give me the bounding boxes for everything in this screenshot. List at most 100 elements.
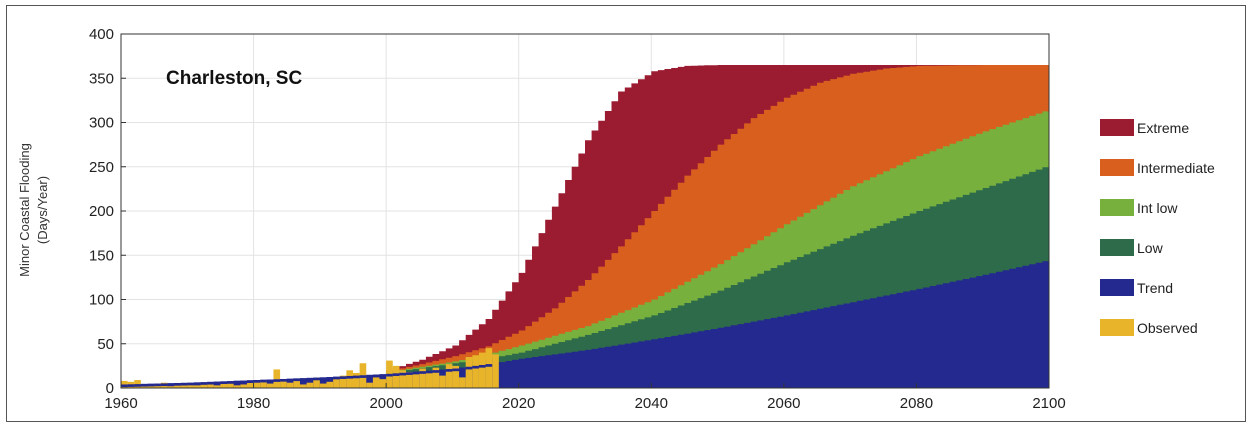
observed-bar-1990 xyxy=(319,383,327,388)
observed-bar-1989 xyxy=(313,380,320,388)
observed-bar-1973 xyxy=(207,384,214,388)
observed-bar-1986 xyxy=(293,379,300,388)
trend-historical-segment-2005 xyxy=(419,371,426,374)
trend-historical-segment-1998 xyxy=(372,374,380,378)
observed-bar-1980 xyxy=(253,381,261,388)
axis-ticks: 1960 1980 2000 2020 2040 2060 2080 2100 0 50 100 15… xyxy=(89,26,1066,412)
trend-historical-segment-2004 xyxy=(412,371,420,375)
legend-swatch-intermediate xyxy=(1100,159,1134,176)
x-tick-label-2100: 2100 xyxy=(1032,395,1065,412)
trend-historical-segment-1979 xyxy=(246,380,254,383)
trend-historical-segment-1981 xyxy=(260,379,267,383)
observed-bar-2001 xyxy=(392,365,400,388)
observed-bar-2011 xyxy=(459,377,466,388)
observed-bar-2004 xyxy=(412,373,420,388)
y-tick-label-0: 0 xyxy=(106,380,114,397)
observed-bar-1987 xyxy=(299,384,307,388)
observed-bar-1976 xyxy=(227,383,234,388)
trend-historical-segment-1972 xyxy=(200,382,208,385)
observed-bar-1998 xyxy=(372,377,380,388)
trend-historical-segment-1991 xyxy=(326,377,334,380)
observed-bar-2003 xyxy=(406,372,413,388)
area-trend xyxy=(121,261,1049,388)
trend-historical-segment-1966 xyxy=(160,383,168,387)
observed-bar-1999 xyxy=(379,379,387,388)
observed-bar-1994 xyxy=(346,370,353,388)
trend-historical-segment-1965 xyxy=(154,383,161,387)
y-tick-label-50: 50 xyxy=(97,336,114,353)
observed-bar-1983 xyxy=(273,369,281,388)
trend-historical-segment-1968 xyxy=(174,383,181,386)
trend-historical-segment-1990 xyxy=(319,377,327,381)
observed-bars xyxy=(121,348,499,388)
trend-historical-segment-1962 xyxy=(134,384,141,387)
y-tick-label-100: 100 xyxy=(89,292,114,309)
x-tick-label-1980: 1980 xyxy=(237,395,270,412)
trend-historical-segment-1975 xyxy=(220,381,228,385)
y-tick-label-400: 400 xyxy=(89,26,114,43)
trend-historical-segment-1982 xyxy=(266,379,274,383)
observed-bar-1971 xyxy=(193,385,201,388)
y-tick-label-250: 250 xyxy=(89,159,114,176)
trend-historical-segment-1967 xyxy=(167,383,175,386)
observed-bar-1969 xyxy=(180,383,188,388)
trend-historical-segment-1980 xyxy=(253,380,261,383)
trend-historical-segment-1984 xyxy=(280,378,287,382)
observed-bar-1964 xyxy=(147,386,155,388)
observed-bar-1991 xyxy=(326,381,334,388)
observed-bar-1979 xyxy=(246,382,254,388)
trend-historical-segment-1978 xyxy=(240,380,247,384)
trend-historical-segment-1970 xyxy=(187,382,194,386)
observed-bar-2016 xyxy=(492,354,499,388)
chart-svg: 1960 1980 2000 2020 2040 2060 2080 2100 0 50 100 15… xyxy=(17,26,1215,412)
observed-bar-2002 xyxy=(399,370,407,388)
trend-historical-segment-2010 xyxy=(452,368,460,372)
observed-bar-1981 xyxy=(260,380,267,388)
trend-historical-segment-2012 xyxy=(465,366,473,370)
trend-historical-segment-2003 xyxy=(406,372,413,375)
trend-historical-segment-1964 xyxy=(147,383,155,387)
trend-historical-segment-1999 xyxy=(379,374,387,377)
y-tick-label-350: 350 xyxy=(89,70,114,87)
legend-label-observed: Observed xyxy=(1137,320,1198,336)
legend-swatch-int-low xyxy=(1100,199,1134,216)
observed-bar-2014 xyxy=(478,352,486,388)
trend-historical-segment-1995 xyxy=(353,375,360,379)
observed-bar-2006 xyxy=(425,371,433,388)
y-tick-label-300: 300 xyxy=(89,115,114,132)
trend-historical-segment-1992 xyxy=(333,376,340,380)
trend-historical-segment-2011 xyxy=(459,367,466,371)
trend-historical-segment-1973 xyxy=(207,381,214,385)
observed-bar-2015 xyxy=(485,348,493,388)
observed-bar-2009 xyxy=(445,364,453,388)
trend-historical-segment-1971 xyxy=(193,382,201,386)
trend-historical-segment-2006 xyxy=(425,370,433,374)
legend-label-low: Low xyxy=(1137,240,1164,256)
trend-historical-segment-1996 xyxy=(359,375,367,378)
y-axis-label-line-1: Minor Coastal Flooding xyxy=(17,143,32,277)
trend-historical-segment-1960 xyxy=(121,384,128,388)
trend-historical-segment-1989 xyxy=(313,377,320,381)
observed-bar-1978 xyxy=(240,384,247,388)
legend-swatch-observed xyxy=(1100,319,1134,336)
trend-historical-segment-1987 xyxy=(299,378,307,381)
trend-historical-segment-1994 xyxy=(346,375,353,379)
observed-bar-1977 xyxy=(233,385,241,388)
trend-historical-segment-2007 xyxy=(432,370,440,373)
trend-historical-segment-1986 xyxy=(293,378,300,382)
observed-bar-1963 xyxy=(140,385,148,388)
observed-bar-1974 xyxy=(213,385,221,388)
observed-bar-2005 xyxy=(419,368,426,388)
y-axis-label-line-2: (Days/Year) xyxy=(35,176,50,244)
observed-bar-1995 xyxy=(353,372,360,388)
y-axis-label: Minor Coastal Flooding (Days/Year) xyxy=(17,143,50,277)
trend-historical-segment-1977 xyxy=(233,380,241,384)
trend-historical-segment-2002 xyxy=(399,372,407,376)
observed-bar-1988 xyxy=(306,382,314,388)
observed-bar-2008 xyxy=(439,375,446,388)
legend-label-int-low: Int low xyxy=(1137,200,1178,216)
trend-historical-segment-1983 xyxy=(273,379,281,382)
observed-bar-1975 xyxy=(220,381,228,388)
trend-historical-segment-2001 xyxy=(392,373,400,376)
observed-bar-1985 xyxy=(286,382,294,388)
